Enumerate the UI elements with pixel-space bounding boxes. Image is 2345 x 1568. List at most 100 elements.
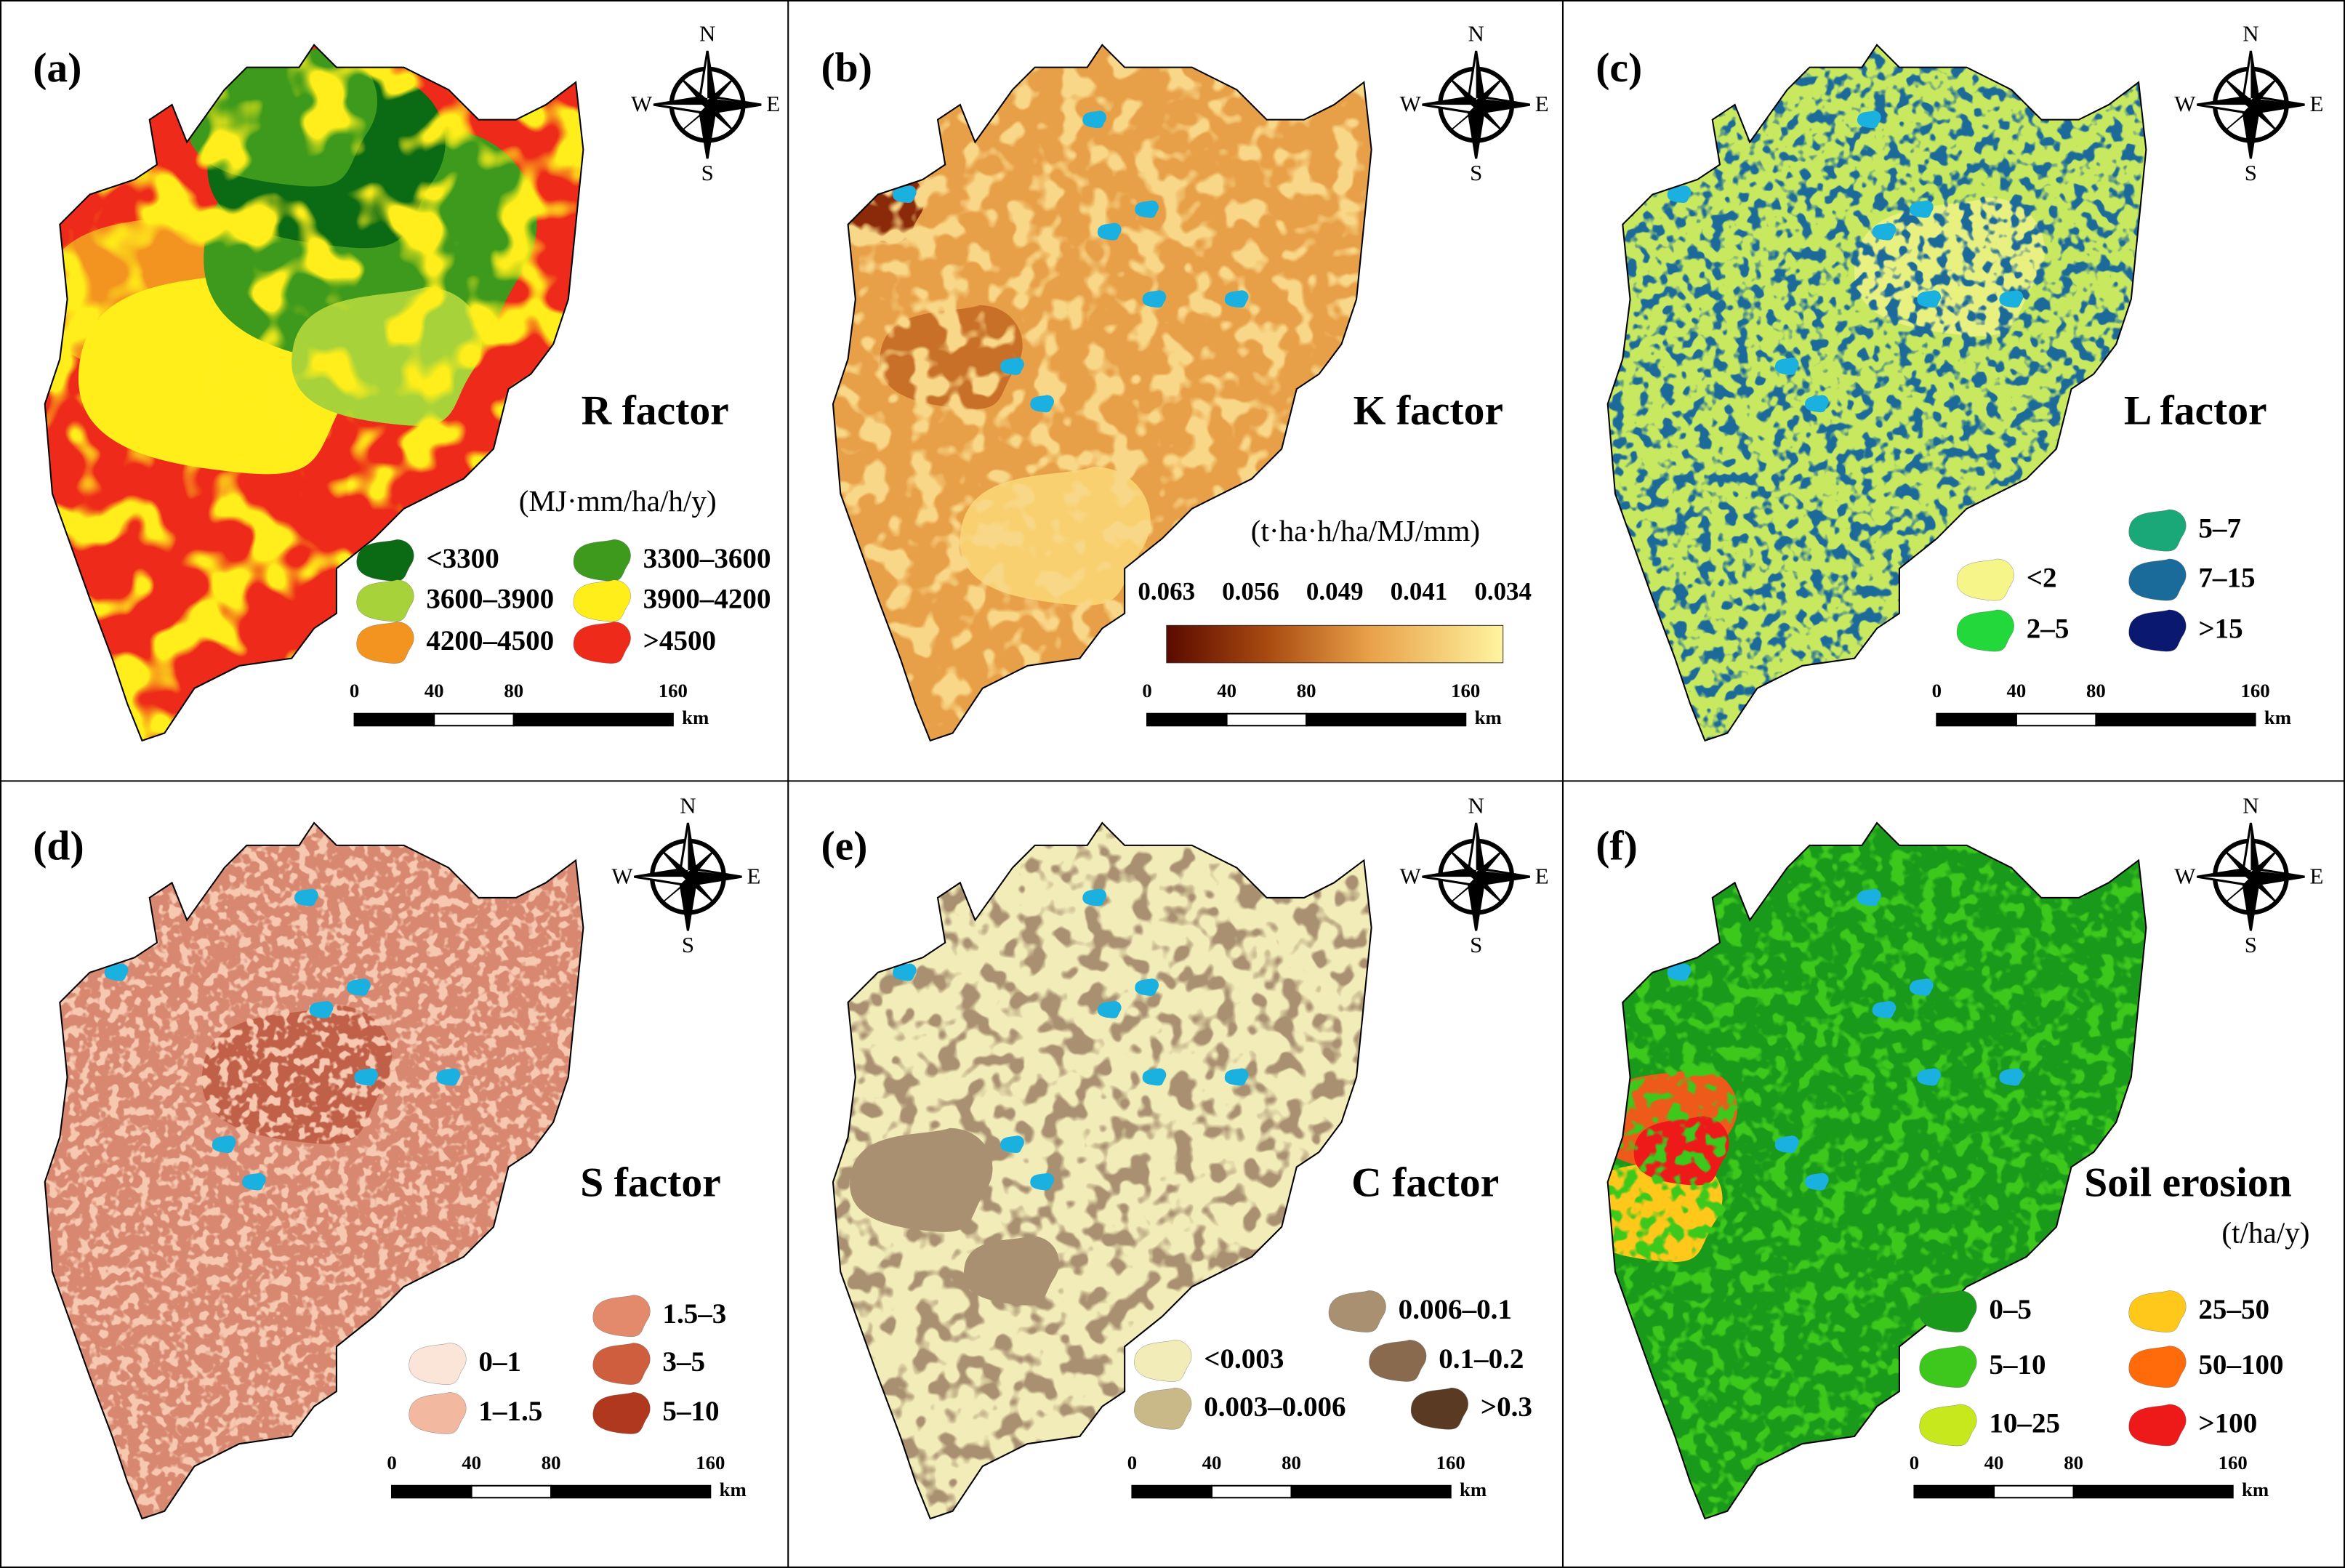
panel-title: Soil erosion: [2084, 1159, 2291, 1205]
scale-segment: [1992, 1484, 2075, 1499]
legend-swatch: [572, 621, 632, 664]
panel: (b) K factor (t·ha·h/ha/MJ/mm) 0.063 0.056 0.…: [821, 21, 1549, 741]
legend-swatch: [2128, 1403, 2187, 1447]
scale-label: 40: [1984, 1452, 2004, 1473]
compass-e: E: [766, 92, 780, 116]
scale-label: 0: [1910, 1452, 1919, 1473]
scale-label: 160: [1436, 1452, 1465, 1473]
legend-label: <2: [2027, 563, 2057, 594]
scale-label: 80: [1282, 1452, 1301, 1473]
compass-n: N: [2243, 21, 2258, 46]
panel: (e) C factor <0.003 0.003–0.006 0.006–0.1 0.1…: [821, 794, 1549, 1520]
panel: (d) S factor 0–1 1–1.5 1.5–3 3–5 5–10 0 40 80 160 k…: [33, 794, 760, 1520]
legend-swatch: [355, 579, 415, 623]
compass-s: S: [1470, 933, 1482, 957]
legend-label: 3300–3600: [643, 543, 771, 574]
panel-title: S factor: [580, 1159, 721, 1205]
scale-unit: km: [1460, 1479, 1487, 1500]
compass-e: E: [2309, 864, 2323, 888]
panel-title: K factor: [1353, 387, 1503, 433]
compass-n: N: [699, 21, 715, 46]
compass-star-diag: [2223, 849, 2279, 904]
compass-w: W: [1400, 92, 1422, 116]
scale-segment: [2015, 712, 2097, 727]
legend-label: >15: [2198, 614, 2243, 645]
scale-label: 160: [2219, 1452, 2248, 1473]
panel: (c) L factor <2 2–5 5–7 7–15 >15 0 40 80 160 km N S W E: [1596, 21, 2323, 741]
legend-label: <3300: [426, 543, 499, 574]
legend-swatch: [1368, 1339, 1428, 1383]
panel-label: (f): [1596, 823, 1638, 869]
scale-unit: km: [2264, 707, 2291, 728]
compass-e: E: [2309, 92, 2323, 116]
legend-swatch: [572, 538, 632, 582]
scale-label: 80: [504, 680, 523, 701]
scale-label: 0: [387, 1452, 396, 1473]
compass-s: S: [1470, 161, 1482, 185]
scale-segment: [470, 1484, 552, 1499]
legend-label: 5–10: [1989, 1349, 2046, 1380]
scale-label: 160: [2240, 680, 2269, 701]
scale-label: 80: [2086, 680, 2106, 701]
legend-label: 0–5: [1989, 1294, 2032, 1325]
legend-label: <0.003: [1204, 1343, 1284, 1375]
unit-label: (MJ·mm/ha/h/y): [519, 484, 717, 518]
scale-segment: [512, 712, 674, 727]
scale-label: 80: [542, 1452, 561, 1473]
legend-label: >4500: [643, 625, 716, 656]
scale-label: 40: [1202, 1452, 1222, 1473]
map: [44, 823, 584, 1519]
panel-label: (d): [33, 823, 84, 869]
panel: (f) Soil erosion (t/ha/y) 0–5 5–10 10–25 25–50…: [1596, 794, 2323, 1520]
legend-swatch: [2128, 558, 2187, 602]
legend-label: 4200–4500: [426, 625, 554, 656]
panel: (a) R factor (MJ·mm/ha/h/y) <3300 3300–3600 3…: [33, 21, 780, 741]
compass: N S W E: [1400, 794, 1549, 957]
colorbar-label: 0.034: [1474, 577, 1532, 606]
scale-unit: km: [682, 707, 709, 728]
legend-swatch: [1918, 1403, 1978, 1447]
legend-swatch: [2128, 1345, 2187, 1388]
colorbar: [1166, 624, 1504, 664]
colorbar-label: 0.056: [1222, 577, 1279, 606]
scale-unit: km: [720, 1479, 747, 1500]
compass-n: N: [1468, 794, 1484, 819]
unit-label: (t·ha·h/ha/MJ/mm): [1251, 514, 1480, 548]
scale-segment: [1226, 712, 1308, 727]
scale-segment: [1306, 712, 1467, 727]
scale-segment: [1146, 712, 1228, 727]
compass-s: S: [682, 933, 694, 957]
compass-n: N: [2243, 794, 2258, 819]
legend-swatch: [1918, 1345, 1978, 1388]
scale-label: 40: [425, 680, 444, 701]
scale-label: 40: [462, 1452, 481, 1473]
scale-segment: [2095, 712, 2256, 727]
panel-label: (e): [821, 823, 868, 869]
compass: N S W E: [2174, 21, 2323, 185]
compass-e: E: [1535, 864, 1549, 888]
legend-label: 1.5–3: [662, 1298, 726, 1330]
legend-label: 25–50: [2198, 1294, 2269, 1325]
colorbar-label: 0.049: [1306, 577, 1364, 606]
legend-label: 3600–3900: [426, 583, 554, 614]
legend-swatch: [572, 579, 632, 623]
compass-s: S: [2245, 933, 2257, 957]
scale-segment: [433, 712, 515, 727]
scale-segment: [1936, 712, 2017, 727]
legend-swatch: [2128, 1290, 2187, 1333]
panel-label: (b): [821, 45, 872, 91]
map: [832, 823, 1372, 1519]
legend-label: 0–1: [478, 1346, 521, 1378]
legend-swatch: [1133, 1339, 1193, 1383]
compass-e: E: [1535, 92, 1549, 116]
compass-w: W: [1400, 864, 1422, 888]
scale-label: 40: [2007, 680, 2027, 701]
panel-label: (c): [1596, 45, 1642, 91]
scale-segment: [1290, 1484, 1452, 1499]
legend-label: 50–100: [2198, 1349, 2283, 1380]
compass: N S W E: [2174, 794, 2323, 957]
panel-title: L factor: [2124, 387, 2267, 433]
